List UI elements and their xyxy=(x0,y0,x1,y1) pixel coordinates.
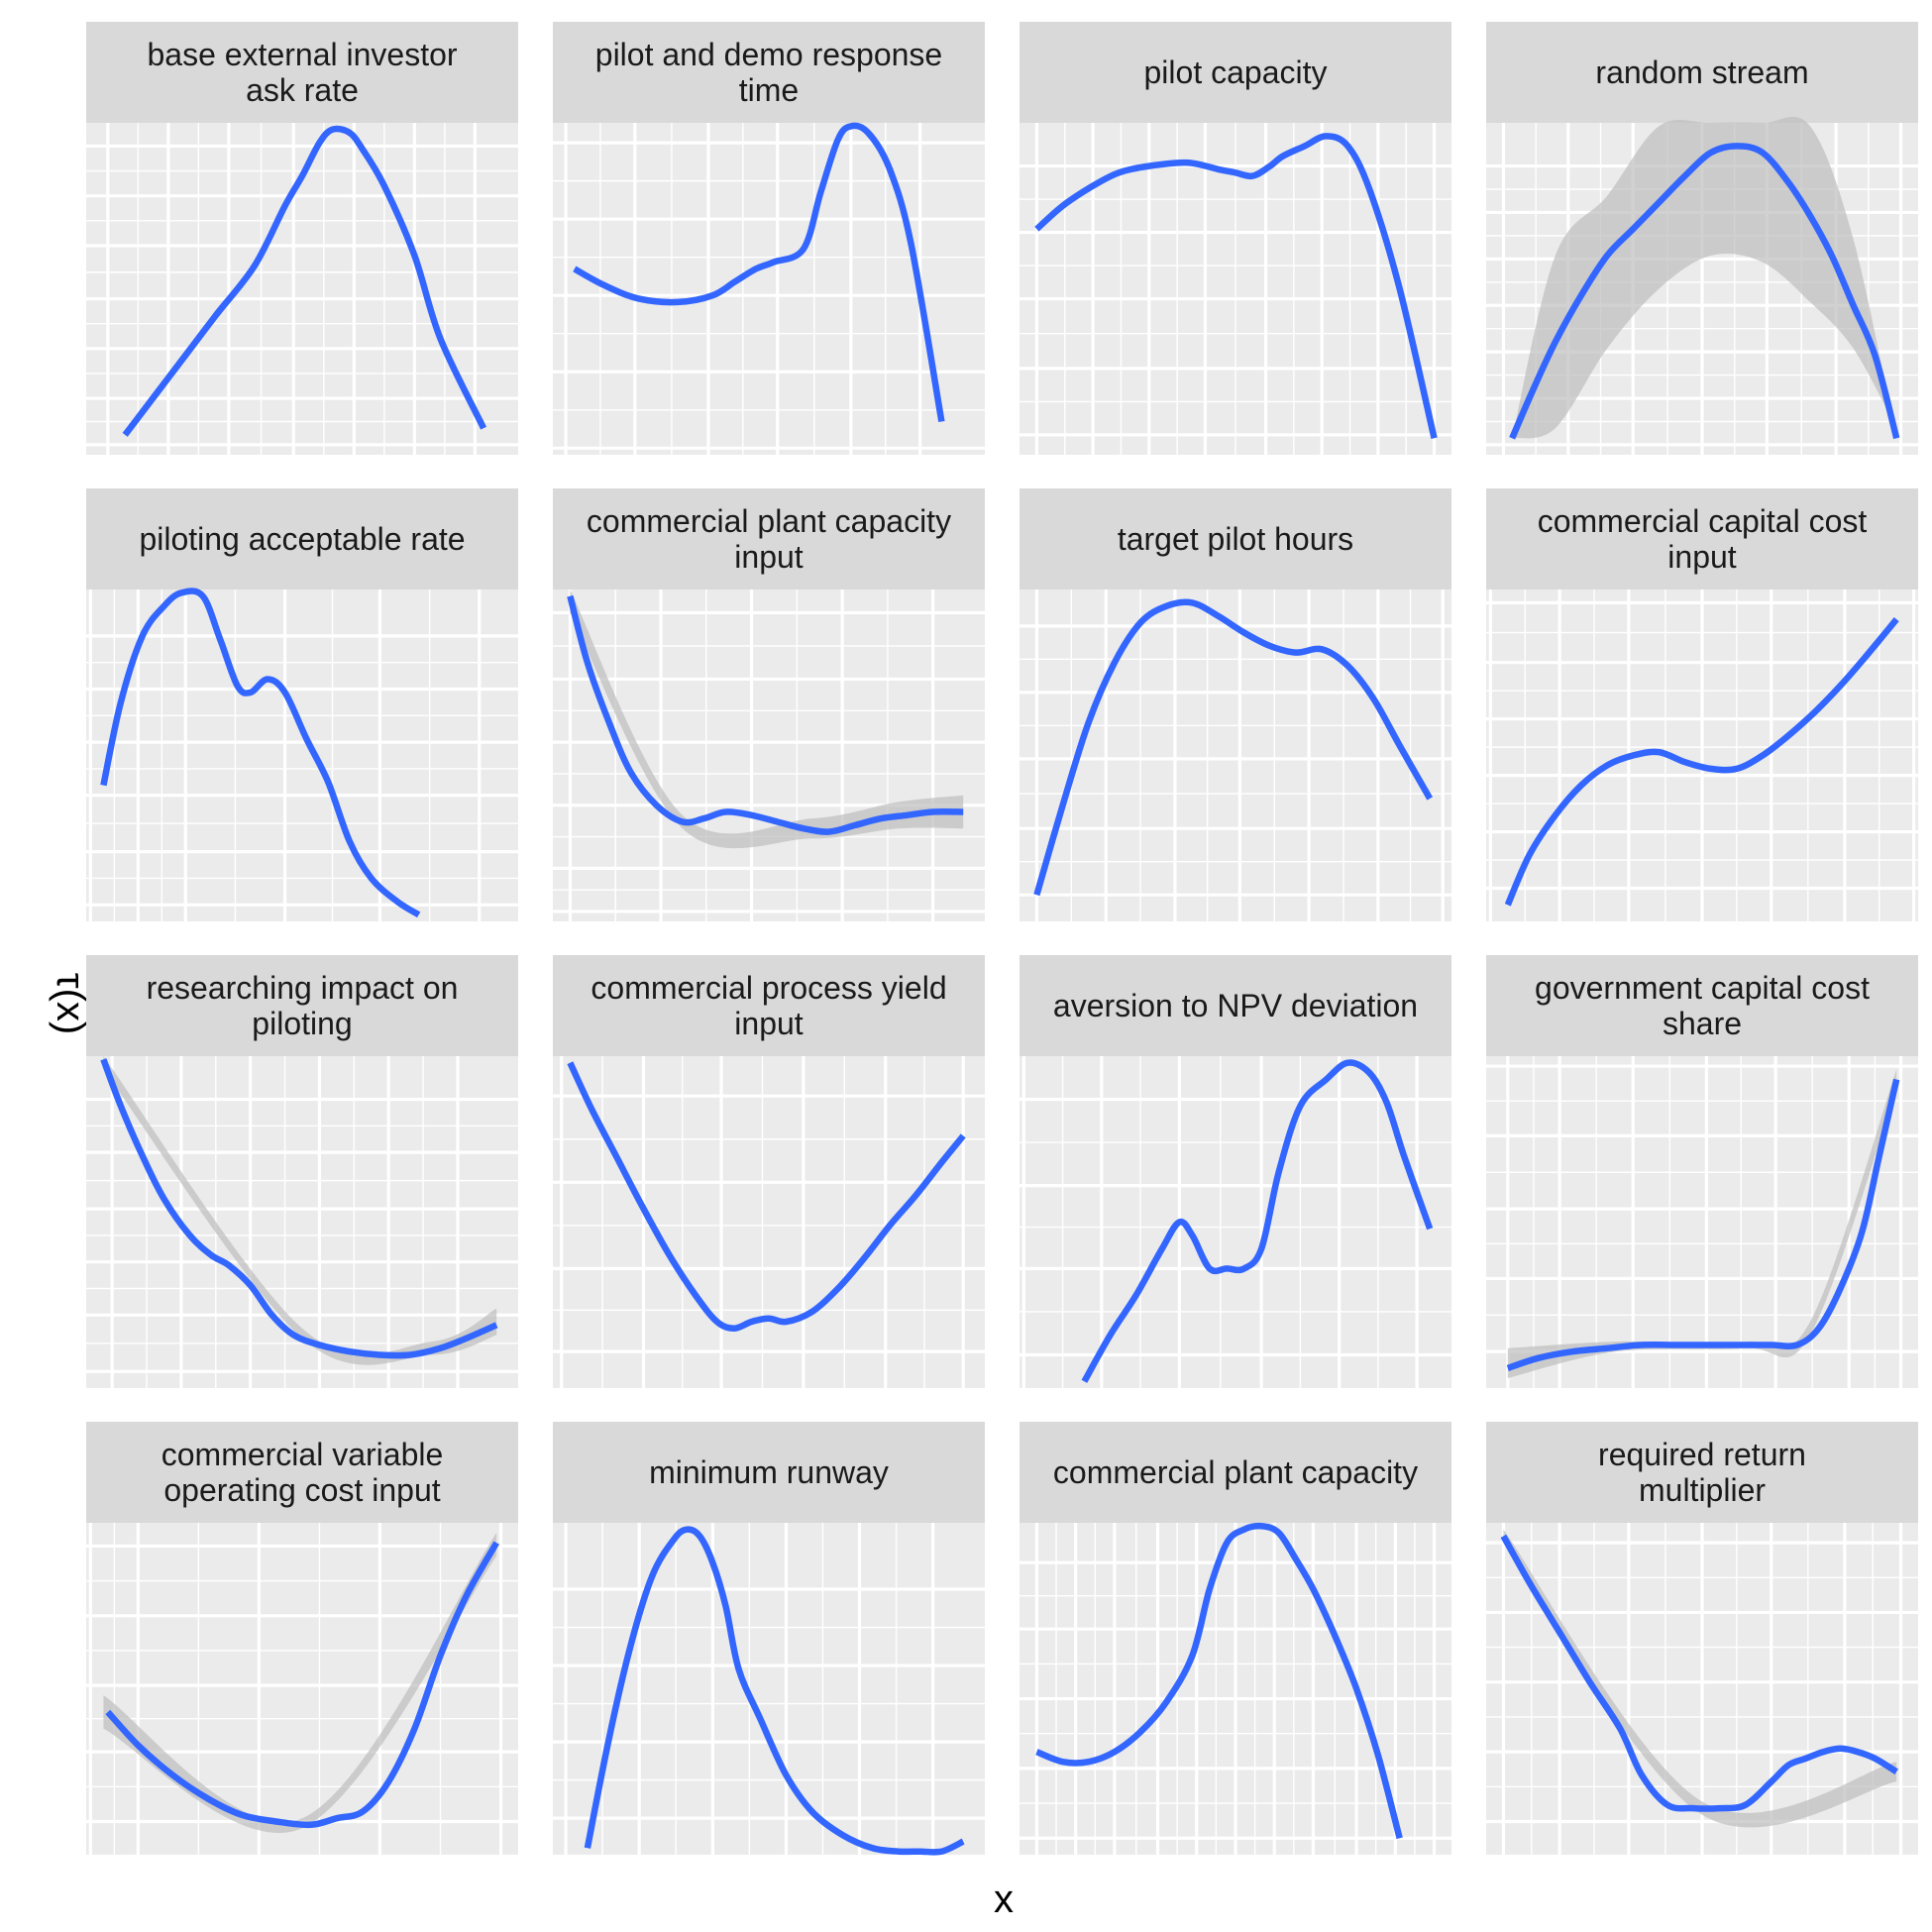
facet-strip xyxy=(1020,488,1451,590)
smooth-line xyxy=(1509,143,1900,440)
smooth-line xyxy=(567,594,964,835)
gridlines xyxy=(86,1523,518,1855)
facet-panel: commercial variable operating cost input xyxy=(86,1422,518,1855)
facet-strip xyxy=(1020,22,1451,123)
facet-strip xyxy=(553,488,985,590)
facet-title: commercial capital cost input xyxy=(1538,503,1868,575)
smooth-line xyxy=(1081,1059,1434,1383)
panel-background xyxy=(553,123,985,455)
facet-title: piloting acceptable rate xyxy=(139,521,465,557)
facet-title: minimum runway xyxy=(649,1454,889,1490)
facet-title: random stream xyxy=(1595,54,1808,90)
panel-background xyxy=(86,590,518,921)
facet-title: researching impact on piloting xyxy=(147,970,459,1041)
facet-title: commercial process yield input xyxy=(590,970,946,1041)
panel-background xyxy=(1020,1056,1451,1388)
facet-title: target pilot hours xyxy=(1118,521,1353,557)
facet-title: commercial plant capacity input xyxy=(587,503,951,575)
panel-background xyxy=(553,590,985,921)
facet-strip xyxy=(553,22,985,123)
smooth-line xyxy=(1035,1522,1403,1840)
facet-title: pilot capacity xyxy=(1144,54,1328,90)
smooth-line xyxy=(1033,598,1434,897)
facet-strip xyxy=(1020,1422,1451,1523)
facet-strip xyxy=(86,488,518,590)
smooth-line xyxy=(573,122,945,423)
facet-panel: researching impact on piloting xyxy=(86,955,518,1388)
smooth-line xyxy=(1504,617,1899,907)
facet-panel: minimum runway xyxy=(553,1422,985,1856)
facet-strip xyxy=(1486,22,1918,123)
facet-strip xyxy=(553,1422,985,1523)
facet-strip xyxy=(86,955,518,1056)
facet-panels: base external investor ask rate pilot and … xyxy=(86,22,1918,1856)
facet-strip xyxy=(1486,488,1918,590)
facet-panel: required return multiplier xyxy=(1486,1422,1918,1855)
facet-title: commercial variable operating cost input xyxy=(161,1437,444,1508)
facet-strip xyxy=(86,1422,518,1523)
gridlines xyxy=(86,1056,518,1388)
facet-strip xyxy=(1020,955,1451,1056)
gridlines xyxy=(86,590,518,921)
gridlines xyxy=(86,123,518,455)
panel-background xyxy=(86,1523,518,1855)
facet-title: pilot and demo response time xyxy=(595,37,942,108)
facet-strip xyxy=(1486,1422,1918,1523)
facet-panel: aversion to NPV deviation xyxy=(1020,955,1451,1388)
gridlines xyxy=(1486,1523,1918,1855)
smooth-line xyxy=(1500,1534,1898,1812)
gridlines xyxy=(1486,1056,1918,1388)
facet-panel: pilot capacity xyxy=(1020,22,1451,455)
confidence-band xyxy=(570,590,964,849)
gridlines xyxy=(1020,123,1451,455)
facet-strip xyxy=(553,955,985,1056)
smooth-line xyxy=(122,125,487,437)
facet-panel: random stream xyxy=(1486,22,1918,455)
facet-panel: piloting acceptable rate xyxy=(86,488,518,921)
y-axis-title: τ(x) xyxy=(49,973,92,1034)
facet-panel: target pilot hours xyxy=(1020,488,1451,921)
smooth-line xyxy=(100,588,421,918)
panel-background xyxy=(1020,590,1451,921)
confidence-band xyxy=(1507,1069,1897,1378)
panel-background xyxy=(553,1523,985,1855)
facet-panel: commercial plant capacity xyxy=(1020,1422,1451,1855)
facet-strip xyxy=(1486,955,1918,1056)
facet-strip xyxy=(86,22,518,123)
smooth-line xyxy=(1034,133,1438,440)
smooth-line xyxy=(584,1526,965,1856)
facet-panel: base external investor ask rate xyxy=(86,22,518,455)
facet-title: aversion to NPV deviation xyxy=(1053,988,1418,1023)
confidence-band xyxy=(103,1533,497,1833)
facet-panel: pilot and demo response time xyxy=(553,22,985,455)
panel-background xyxy=(553,1056,985,1388)
smooth-line xyxy=(100,1058,498,1359)
facet-title: government capital cost share xyxy=(1535,970,1870,1041)
facet-panel: commercial capital cost input xyxy=(1486,488,1918,921)
gridlines xyxy=(1020,590,1451,921)
gridlines xyxy=(553,1056,985,1388)
gridlines xyxy=(1486,590,1918,921)
facet-title: commercial plant capacity xyxy=(1053,1454,1418,1490)
smooth-line xyxy=(105,1541,500,1829)
smooth-line xyxy=(567,1061,966,1332)
facet-panel: commercial process yield input xyxy=(553,955,985,1388)
facet-panel: commercial plant capacity input xyxy=(553,488,985,921)
x-axis-title: x xyxy=(994,1878,1014,1921)
facet-title: base external investor ask rate xyxy=(147,37,457,108)
gridlines xyxy=(553,590,985,921)
smooth-line xyxy=(1506,1078,1900,1371)
facet-title: required return multiplier xyxy=(1598,1437,1806,1508)
facet-panel: government capital cost share xyxy=(1486,955,1918,1388)
